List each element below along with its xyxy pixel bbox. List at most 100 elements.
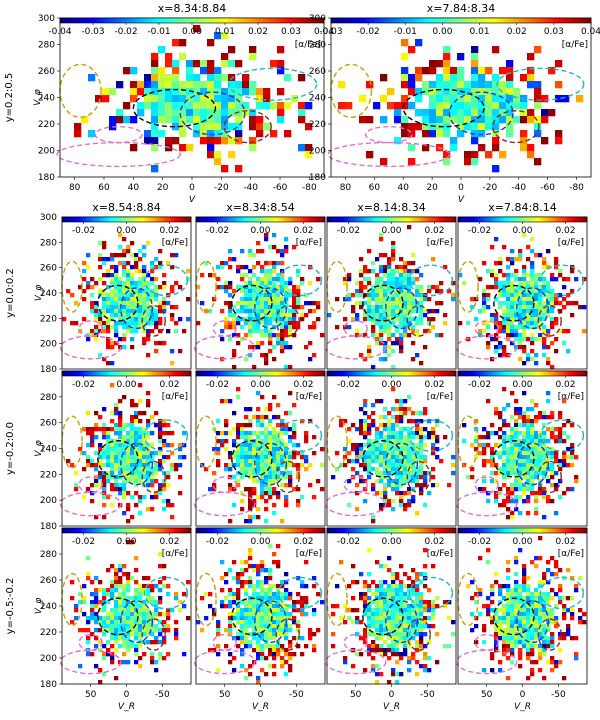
y-tick-label: 260: [309, 67, 326, 77]
heatmap-cell: [260, 564, 265, 569]
heatmap-cell: [244, 333, 249, 338]
heatmap-cell: [518, 495, 523, 500]
heatmap-cell: [538, 297, 543, 302]
heatmap-cell: [399, 281, 404, 286]
heatmap-cell: [550, 455, 555, 460]
heatmap-cell: [522, 572, 527, 577]
heatmap-cell: [70, 596, 75, 601]
heatmap-cell: [146, 333, 151, 338]
heatmap-cell: [110, 281, 115, 286]
heatmap-cell: [395, 281, 400, 286]
heatmap-cell: [403, 301, 408, 306]
heatmap-cell: [166, 423, 171, 428]
heatmap-cell: [383, 297, 388, 302]
heatmap-cell: [562, 399, 567, 404]
heatmap-cell: [130, 309, 135, 314]
heatmap-cell: [359, 289, 364, 294]
heatmap-cell: [506, 293, 511, 298]
heatmap-cell: [407, 225, 412, 230]
heatmap-cell: [94, 337, 99, 342]
heatmap-cell: [526, 463, 531, 468]
black-dashed-ellipse: [402, 88, 485, 128]
heatmap-cell: [144, 74, 152, 82]
heatmap-cell: [240, 301, 245, 306]
heatmap-cell: [288, 321, 293, 326]
heatmap-cell: [383, 285, 388, 290]
heatmap-cell: [554, 511, 559, 516]
heatmap-cell: [272, 604, 277, 609]
heatmap-cell: [146, 403, 151, 408]
heatmap-cell: [248, 451, 253, 456]
heatmap-cell: [114, 632, 119, 637]
heatmap-cell: [522, 499, 527, 504]
heatmap-cell: [399, 564, 404, 569]
heatmap-cell: [411, 277, 416, 282]
heatmap-cell: [264, 644, 269, 649]
blue-dashed-ellipse: [254, 442, 287, 486]
heatmap-cell: [522, 439, 527, 444]
heatmap-cell: [363, 269, 368, 274]
heatmap-cell: [514, 257, 519, 262]
heatmap-cell: [470, 297, 475, 302]
heatmap-cell: [478, 144, 486, 152]
heatmap-cell: [280, 471, 285, 476]
heatmap-cell: [300, 636, 305, 641]
heatmap-cell: [542, 451, 547, 456]
heatmap-cell: [272, 644, 277, 649]
heatmap-cell: [172, 81, 180, 89]
heatmap-cell: [482, 435, 487, 440]
heatmap-cell: [264, 455, 269, 460]
heatmap-cell: [482, 443, 487, 448]
heatmap-cell: [395, 483, 400, 488]
heatmap-cell: [431, 608, 436, 613]
heatmap-cell: [371, 620, 376, 625]
heatmap-cell: [224, 281, 229, 286]
heatmap-cell: [232, 600, 237, 605]
heatmap-cell: [272, 309, 277, 314]
heatmap-cell: [415, 435, 420, 440]
heatmap-cell: [284, 431, 289, 436]
heatmap-cell: [130, 305, 135, 310]
heatmap-cell: [158, 552, 163, 557]
heatmap-cell: [514, 451, 519, 456]
heatmap-cell: [126, 620, 131, 625]
heatmap-cell: [514, 584, 519, 589]
heatmap-cell: [383, 447, 388, 452]
heatmap-cell: [506, 636, 511, 641]
heatmap-cell: [130, 612, 135, 617]
heatmap-cell: [395, 624, 400, 629]
heatmap-cell: [498, 305, 503, 310]
heatmap-cell: [399, 459, 404, 464]
heatmap-cell: [391, 640, 396, 645]
heatmap-cell: [130, 67, 138, 75]
heatmap-cell: [312, 451, 317, 456]
heatmap-cell: [419, 293, 424, 298]
heatmap-cell: [415, 447, 420, 452]
heatmap-cell: [214, 130, 222, 138]
x-tick-label: 60: [369, 183, 381, 193]
heatmap-cell: [403, 407, 408, 412]
heatmap-cell: [178, 285, 183, 290]
heatmap-cell: [554, 257, 559, 262]
heatmap-cell: [419, 439, 424, 444]
heatmap-cell: [134, 616, 139, 621]
pink-dashed-ellipse: [78, 476, 103, 494]
heatmap-cell: [367, 648, 372, 653]
heatmap-cell: [359, 592, 364, 597]
heatmap-cell: [256, 439, 261, 444]
heatmap-cell: [276, 301, 281, 306]
heatmap-cell: [482, 261, 487, 266]
heatmap-cell: [110, 253, 115, 258]
heatmap-cell: [401, 81, 409, 89]
heatmap-cell: [419, 596, 424, 601]
heatmap-cell: [367, 471, 372, 476]
heatmap-cell: [142, 451, 147, 456]
heatmap-cell: [399, 269, 404, 274]
heatmap-cell: [260, 423, 265, 428]
heatmap-cell: [554, 277, 559, 282]
heatmap-cell: [482, 487, 487, 492]
heatmap-cell: [268, 495, 273, 500]
heatmap-cell: [542, 353, 547, 358]
heatmap-cell: [526, 584, 531, 589]
heatmap-cell: [144, 88, 152, 96]
